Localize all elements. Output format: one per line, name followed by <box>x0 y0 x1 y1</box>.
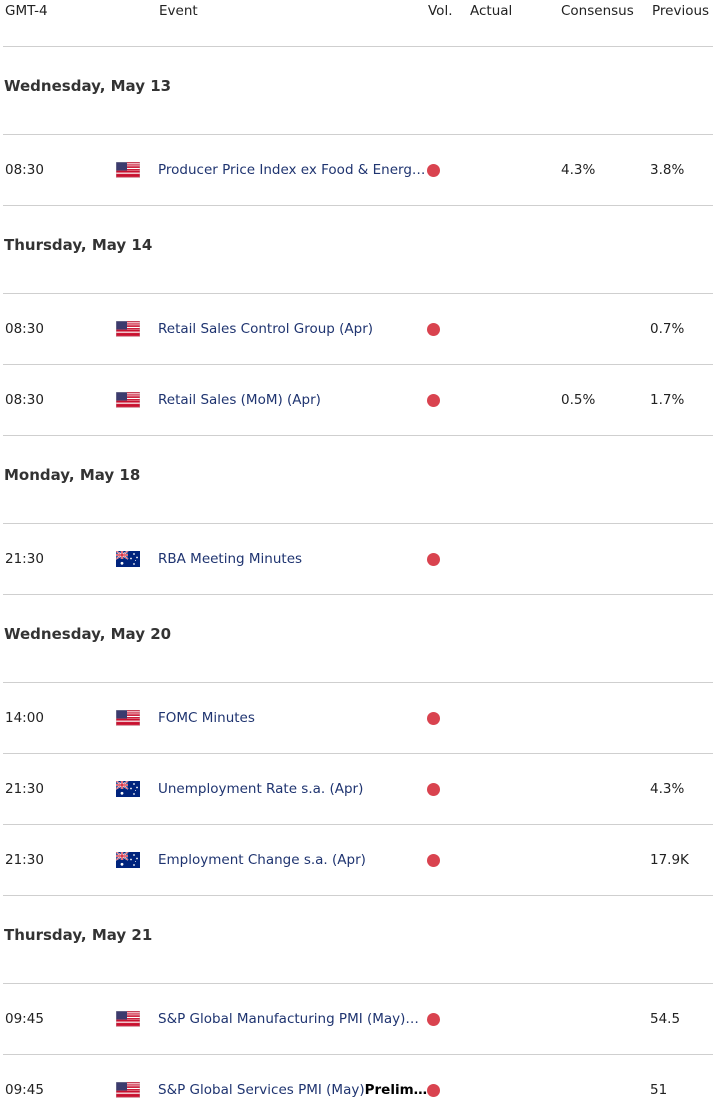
separator <box>3 134 713 135</box>
volatility-dot <box>427 1084 440 1097</box>
event-name: Producer Price Index ex Food & Energ… <box>158 162 426 178</box>
separator <box>3 1054 713 1055</box>
date-heading: Thursday, May 21 <box>4 926 153 944</box>
country-flag <box>115 851 140 872</box>
event-name: Unemployment Rate s.a. (Apr) <box>158 781 364 797</box>
event-name-bold: Prelim… <box>364 1082 428 1098</box>
separator <box>3 364 713 365</box>
previous: 0.7% <box>650 321 685 337</box>
event-name: Retail Sales (MoM) (Apr) <box>158 392 321 408</box>
date-heading: Thursday, May 14 <box>4 236 153 254</box>
country-flag <box>115 320 141 341</box>
event-name: RBA Meeting Minutes <box>158 551 303 567</box>
consensus: 0.5% <box>561 392 596 408</box>
event-time: 21:30 <box>5 781 44 797</box>
separator <box>3 435 713 436</box>
event-name: FOMC Minutes <box>158 710 255 726</box>
volatility-dot <box>427 553 440 566</box>
volatility-dot <box>427 783 440 796</box>
country-flag <box>115 161 141 182</box>
event-time: 08:30 <box>5 162 44 178</box>
event-name: Employment Change s.a. (Apr) <box>158 852 366 868</box>
separator <box>3 895 713 896</box>
header-actual: Actual <box>470 3 513 19</box>
consensus: 4.3% <box>561 162 596 178</box>
event-name: Retail Sales Control Group (Apr) <box>158 321 374 337</box>
date-heading: Monday, May 18 <box>4 466 141 484</box>
header-event: Event <box>159 3 198 19</box>
separator <box>3 46 713 47</box>
country-flag <box>115 391 141 412</box>
event-time: 09:45 <box>5 1011 44 1027</box>
event-time: 08:30 <box>5 392 44 408</box>
event-time: 21:30 <box>5 551 44 567</box>
event-name: S&P Global Services PMI (May)Prelim… <box>158 1082 428 1098</box>
volatility-dot <box>427 712 440 725</box>
previous: 1.7% <box>650 392 685 408</box>
event-time: 14:00 <box>5 710 44 726</box>
volatility-dot <box>427 854 440 867</box>
country-flag <box>115 709 141 730</box>
country-flag <box>115 1081 141 1102</box>
volatility-dot <box>427 164 440 177</box>
separator <box>3 824 713 825</box>
country-flag <box>115 1010 141 1031</box>
previous: 54.5 <box>650 1011 681 1027</box>
volatility-dot <box>427 323 440 336</box>
volatility-dot <box>427 394 440 407</box>
header-vol: Vol. <box>428 3 453 19</box>
previous: 17.9K <box>650 852 689 868</box>
country-flag <box>115 780 140 801</box>
header-consensus: Consensus <box>561 3 634 19</box>
previous: 3.8% <box>650 162 685 178</box>
separator <box>3 983 713 984</box>
country-flag <box>115 550 140 571</box>
separator <box>3 594 713 595</box>
separator <box>3 682 713 683</box>
previous: 51 <box>650 1082 668 1098</box>
event-time: 08:30 <box>5 321 44 337</box>
event-name: S&P Global Manufacturing PMI (May)… <box>158 1011 419 1027</box>
separator <box>3 293 713 294</box>
separator <box>3 753 713 754</box>
date-heading: Wednesday, May 13 <box>4 77 172 95</box>
header-previous: Previous <box>652 3 710 19</box>
previous: 4.3% <box>650 781 685 797</box>
date-heading: Wednesday, May 20 <box>4 625 172 643</box>
event-time: 21:30 <box>5 852 44 868</box>
event-time: 09:45 <box>5 1082 44 1098</box>
separator <box>3 205 713 206</box>
volatility-dot <box>427 1013 440 1026</box>
header-time: GMT-4 <box>5 3 48 19</box>
separator <box>3 523 713 524</box>
